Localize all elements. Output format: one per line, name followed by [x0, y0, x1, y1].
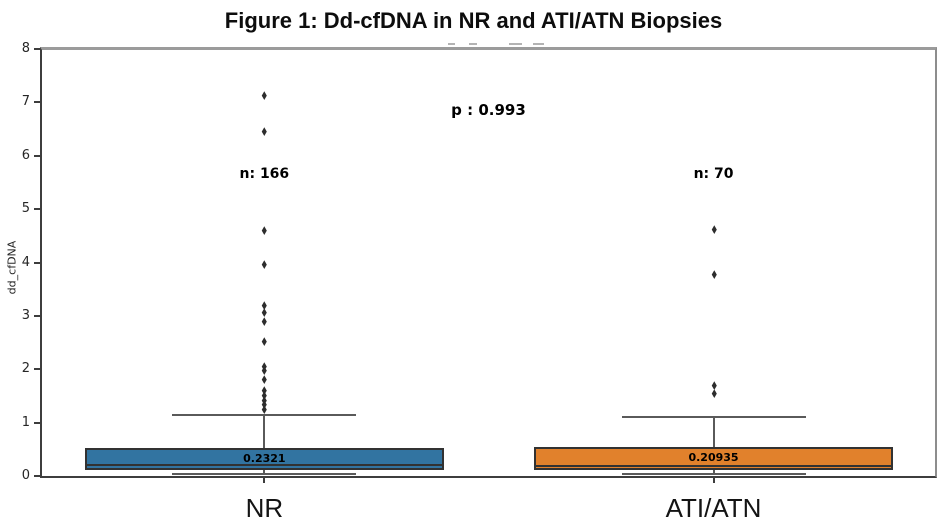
median-line [84, 463, 444, 466]
y-tick-mark [34, 421, 40, 424]
outlier-point: ♦ [260, 305, 269, 320]
whisker-cap-upper [172, 414, 357, 417]
y-tick-label: 3 [21, 307, 30, 323]
outlier-point: ♦ [260, 388, 269, 403]
outlier-point: ♦ [260, 359, 269, 374]
y-tick-mark [34, 368, 40, 371]
x-tick-mark [712, 478, 715, 483]
outlier-point: ♦ [260, 89, 269, 104]
y-tick-mark [34, 154, 40, 157]
y-tick-label: 1 [21, 414, 30, 430]
y-tick-mark [34, 208, 40, 211]
outlier-point: ♦ [260, 398, 269, 413]
y-tick-label: 8 [21, 41, 30, 56]
whisker-cap-lower [172, 473, 357, 476]
median-value-label: 0.20935 [688, 451, 739, 465]
outlier-point: ♦ [709, 267, 718, 282]
median-value-label: 0.2321 [243, 451, 286, 465]
whisker-cap-upper [621, 415, 806, 418]
clipped-subtitle-fragment [533, 43, 544, 45]
y-tick-mark [34, 261, 40, 264]
plot-area: 0.2321 n: 166 ♦ ♦ ♦ ♦ ♦ ♦ ♦ ♦ ♦ ♦ ♦ ♦ ♦ ♦ ♦ ♦ 0.20935 n: 70… [40, 47, 937, 478]
clipped-subtitle-fragment [509, 43, 522, 45]
y-tick-label: 2 [21, 361, 30, 377]
y-tick-mark [34, 314, 40, 317]
whisker-upper-line [712, 416, 715, 447]
y-tick-mark [34, 101, 40, 104]
outlier-point: ♦ [260, 372, 269, 387]
outlier-point: ♦ [260, 224, 269, 239]
outlier-point: ♦ [260, 393, 269, 408]
outlier-point: ♦ [260, 258, 269, 273]
median-line [534, 464, 894, 467]
whisker-lower-line [263, 469, 266, 475]
y-tick-label: 7 [21, 94, 30, 110]
x-tick-label: NR [245, 493, 284, 523]
n-count-label: n: 166 [239, 165, 290, 182]
clipped-subtitle-fragment [448, 43, 455, 45]
y-tick-label: 6 [21, 147, 30, 163]
figure-title: Figure 1: Dd-cfDNA in NR and ATI/ATN Bio… [224, 8, 723, 33]
whisker-lower-line [712, 469, 715, 475]
y-tick-label: 0 [21, 468, 30, 483]
whisker-cap-lower [621, 473, 806, 476]
outlier-point: ♦ [709, 379, 718, 394]
outlier-point: ♦ [260, 402, 269, 417]
box-ati-atn [534, 446, 894, 470]
outlier-point: ♦ [709, 223, 718, 238]
outlier-point: ♦ [260, 315, 269, 330]
x-tick-mark [263, 478, 266, 483]
y-tick-mark [34, 475, 40, 477]
p-value-label: p : 0.993 [451, 101, 526, 120]
n-count-label: n: 70 [693, 165, 734, 182]
y-tick-label: 5 [21, 201, 30, 217]
outlier-point: ♦ [260, 299, 269, 314]
outlier-point: ♦ [260, 383, 269, 398]
y-tick-mark [34, 48, 40, 50]
whisker-upper-line [263, 415, 266, 448]
outlier-point: ♦ [260, 364, 269, 379]
y-tick-label: 4 [21, 254, 30, 270]
outlier-point: ♦ [709, 387, 718, 402]
outlier-point: ♦ [260, 335, 269, 350]
outlier-point: ♦ [260, 124, 269, 139]
clipped-subtitle-fragment [469, 43, 477, 45]
x-tick-label: ATI/ATN [665, 493, 762, 523]
